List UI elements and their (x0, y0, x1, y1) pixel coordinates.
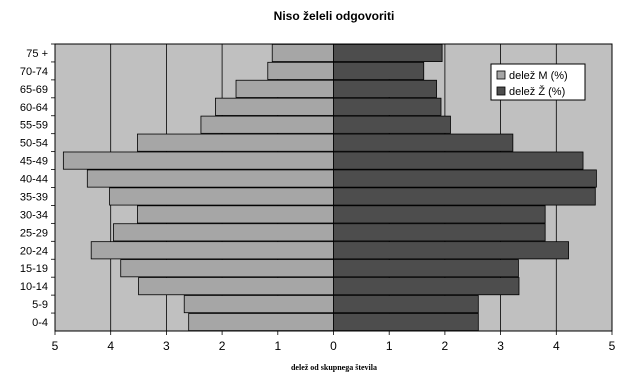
x-tick-label: 4 (107, 339, 114, 353)
y-tick-label: 60-64 (20, 102, 48, 114)
chart-title: Niso želeli odgovoriti (274, 9, 395, 23)
bar-z-1 (333, 61, 425, 80)
legend-swatch-m (496, 70, 506, 80)
x-tick-label: 4 (553, 339, 560, 353)
y-tick-label: 45-49 (20, 156, 48, 168)
y-tick-label: 65-69 (20, 84, 48, 96)
y-tick-label: 15-19 (20, 263, 48, 275)
y-tick-label: 0-4 (32, 317, 48, 329)
y-tick-label: 50-54 (20, 138, 48, 150)
bar-m-10 (113, 223, 334, 242)
x-tick-label: 2 (442, 339, 449, 353)
bar-m-11 (90, 241, 334, 260)
bar-m-6 (62, 151, 334, 170)
bar-m-9 (137, 205, 334, 224)
bar-m-7 (86, 169, 334, 188)
bar-z-12 (333, 259, 519, 278)
bars (62, 43, 597, 332)
bar-z-9 (333, 205, 546, 224)
y-tick-label: 70-74 (20, 66, 48, 78)
bar-m-12 (120, 259, 334, 278)
y-tick-labels: 75 + 70-74 65-69 60-64 55-59 50-54 45-49 40-44 3… (20, 43, 55, 329)
bar-z-8 (333, 187, 596, 206)
x-tick-labels: 5 4 3 2 1 0 1 2 3 4 5 (52, 331, 616, 353)
bar-m-14 (183, 295, 334, 314)
bar-z-10 (333, 223, 546, 242)
bar-m-4 (200, 115, 334, 134)
y-tick-label: 75 + (26, 48, 48, 60)
x-tick-label: 3 (163, 339, 170, 353)
x-tick-label: 5 (609, 339, 616, 353)
y-tick-label: 10-14 (20, 281, 48, 293)
bar-z-3 (333, 97, 442, 116)
bar-m-3 (215, 97, 334, 116)
y-tick-label: 40-44 (20, 174, 48, 186)
y-tick-label: 30-34 (20, 209, 48, 221)
bar-z-6 (333, 151, 584, 170)
x-tick-label: 1 (274, 339, 281, 353)
x-axis-label: delež od skupnega števila (291, 363, 377, 372)
y-tick-label: 35-39 (20, 191, 48, 203)
bar-m-13 (138, 277, 334, 296)
y-tick-label: 25-29 (20, 227, 48, 239)
x-tick-label: 0 (330, 339, 337, 353)
legend: delež M (%) delež Ž (%) (490, 63, 586, 101)
bar-m-8 (109, 187, 334, 206)
x-tick-label: 2 (219, 339, 226, 353)
legend-label-m: delež M (%) (509, 70, 568, 82)
legend-label-z: delež Ž (%) (509, 85, 565, 98)
bar-z-4 (333, 115, 451, 134)
bar-z-7 (333, 169, 597, 188)
legend-swatch-z (496, 86, 506, 96)
y-tick-label: 5-9 (32, 299, 48, 311)
bar-m-1 (267, 61, 334, 80)
bar-m-0 (271, 43, 334, 62)
bar-z-14 (333, 295, 479, 314)
bar-z-5 (333, 133, 514, 152)
bar-z-0 (333, 43, 443, 62)
x-tick-label: 3 (497, 339, 504, 353)
y-tick-label: 20-24 (20, 245, 48, 257)
bar-m-15 (188, 313, 334, 332)
y-tick-label: 55-59 (20, 120, 48, 132)
bar-z-2 (333, 79, 437, 98)
x-tick-label: 1 (386, 339, 393, 353)
bar-z-11 (333, 241, 569, 260)
bar-z-15 (333, 313, 479, 332)
bar-m-2 (235, 79, 334, 98)
bar-z-13 (333, 277, 520, 296)
legend-box (490, 63, 586, 101)
x-tick-label: 5 (52, 339, 59, 353)
bar-m-5 (137, 133, 334, 152)
